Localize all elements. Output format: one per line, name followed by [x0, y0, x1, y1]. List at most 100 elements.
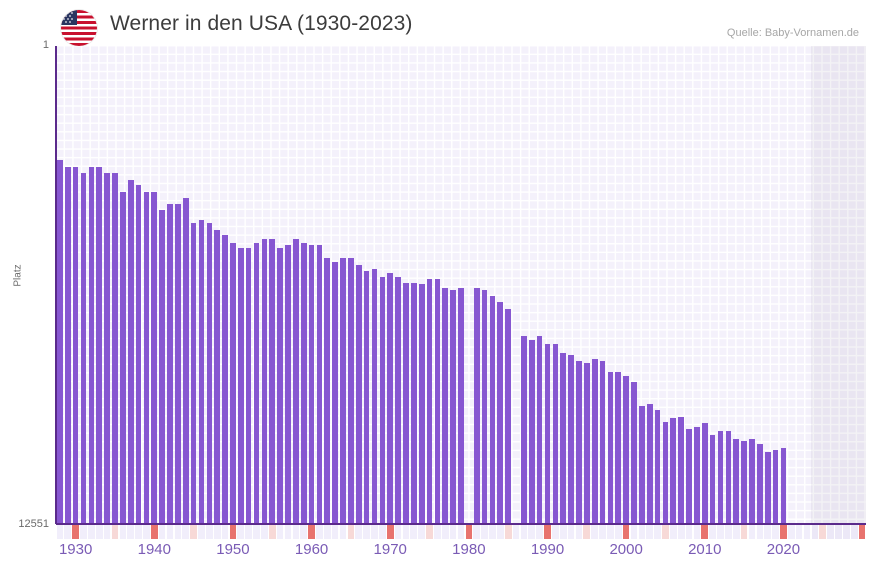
x-tick-cell	[174, 525, 182, 539]
bar[interactable]	[646, 404, 653, 524]
bar[interactable]	[678, 417, 685, 524]
bar[interactable]	[151, 191, 158, 524]
x-tick-minor	[819, 525, 827, 539]
bar[interactable]	[741, 440, 747, 524]
bar[interactable]	[300, 242, 307, 524]
bar[interactable]	[473, 288, 480, 524]
bar[interactable]	[143, 191, 150, 524]
bar[interactable]	[135, 185, 142, 524]
bar[interactable]	[206, 223, 213, 524]
bar[interactable]	[623, 375, 629, 524]
bar[interactable]	[395, 276, 401, 524]
bar[interactable]	[544, 343, 551, 524]
bar[interactable]	[709, 434, 716, 524]
bar[interactable]	[72, 166, 79, 524]
bar[interactable]	[694, 427, 700, 524]
bar[interactable]	[749, 438, 755, 524]
bar[interactable]	[505, 309, 511, 524]
bar[interactable]	[442, 288, 449, 524]
bar[interactable]	[772, 449, 779, 524]
bar[interactable]	[214, 229, 221, 524]
bar[interactable]	[104, 173, 110, 524]
bar[interactable]	[363, 271, 370, 524]
source-attribution: Quelle: Baby-Vornamen.de	[726, 27, 859, 39]
bar[interactable]	[639, 405, 645, 524]
bar[interactable]	[348, 257, 354, 524]
bar[interactable]	[64, 166, 71, 524]
bar[interactable]	[80, 173, 87, 524]
bar[interactable]	[426, 278, 433, 524]
bar[interactable]	[222, 235, 228, 524]
bar[interactable]	[371, 269, 378, 524]
bar[interactable]	[536, 336, 543, 524]
x-axis-tick-label: 1980	[452, 541, 486, 558]
bar[interactable]	[568, 355, 574, 524]
bar[interactable]	[332, 261, 338, 524]
x-tick-major	[465, 525, 473, 539]
bar[interactable]	[552, 343, 559, 524]
bar[interactable]	[245, 248, 252, 524]
bar[interactable]	[127, 179, 134, 524]
bar[interactable]	[120, 191, 126, 524]
bar[interactable]	[112, 173, 118, 524]
bar[interactable]	[615, 372, 622, 524]
bar[interactable]	[324, 257, 331, 524]
bar[interactable]	[560, 353, 567, 524]
bar[interactable]	[198, 219, 205, 524]
bar[interactable]	[277, 248, 283, 524]
bar[interactable]	[308, 245, 315, 524]
bar[interactable]	[182, 198, 189, 524]
bar[interactable]	[410, 282, 417, 524]
bar[interactable]	[757, 443, 763, 524]
bar[interactable]	[418, 284, 425, 524]
bar[interactable]	[403, 282, 409, 524]
bar[interactable]	[701, 423, 708, 524]
bar[interactable]	[654, 409, 661, 524]
bar[interactable]	[159, 209, 165, 524]
bar[interactable]	[521, 336, 527, 524]
bar[interactable]	[780, 447, 787, 524]
bar[interactable]	[88, 166, 95, 524]
bar[interactable]	[591, 359, 598, 524]
bar[interactable]	[528, 340, 535, 524]
bar[interactable]	[57, 160, 63, 524]
bar[interactable]	[450, 290, 456, 524]
bar[interactable]	[253, 242, 260, 524]
bar[interactable]	[733, 438, 740, 524]
bar[interactable]	[340, 257, 346, 524]
bar[interactable]	[167, 204, 173, 524]
bar[interactable]	[434, 278, 441, 524]
bar[interactable]	[717, 431, 724, 524]
bar[interactable]	[190, 223, 197, 524]
bar[interactable]	[458, 288, 464, 524]
bar[interactable]	[293, 238, 299, 524]
bar[interactable]	[670, 417, 677, 524]
bar[interactable]	[285, 245, 291, 524]
bar[interactable]	[355, 265, 362, 524]
bar[interactable]	[96, 166, 103, 524]
bar[interactable]	[387, 272, 394, 524]
bar[interactable]	[481, 290, 488, 524]
bar[interactable]	[497, 301, 504, 524]
x-tick-cell	[158, 525, 166, 539]
bar[interactable]	[175, 204, 181, 524]
bar[interactable]	[583, 362, 590, 524]
bar[interactable]	[316, 245, 323, 524]
x-tick-cell	[614, 525, 622, 539]
bar[interactable]	[599, 360, 606, 524]
bar[interactable]	[631, 381, 637, 524]
bar[interactable]	[489, 295, 496, 524]
bar[interactable]	[269, 238, 276, 524]
bar[interactable]	[607, 372, 614, 524]
usa-flag-icon	[61, 10, 97, 46]
x-tick-cell	[607, 525, 614, 539]
bar[interactable]	[379, 276, 386, 524]
bar[interactable]	[237, 248, 244, 524]
bar[interactable]	[686, 429, 692, 524]
bar[interactable]	[662, 421, 669, 524]
bar[interactable]	[764, 451, 771, 524]
bar[interactable]	[230, 242, 236, 524]
bar[interactable]	[261, 238, 268, 524]
bar[interactable]	[725, 431, 732, 524]
bar[interactable]	[576, 360, 582, 524]
